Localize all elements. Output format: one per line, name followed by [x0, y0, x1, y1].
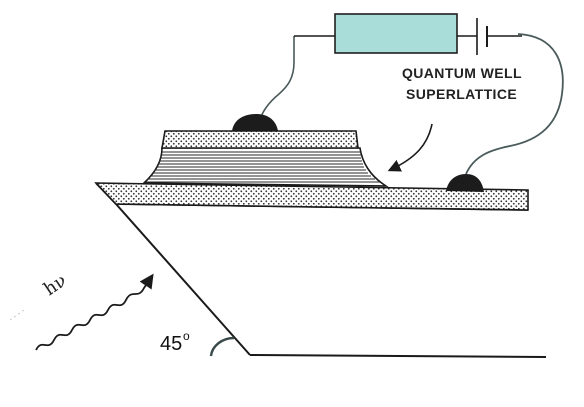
photon-input: hν — [9, 270, 154, 351]
resistor-icon — [334, 13, 458, 54]
device-structure — [94, 114, 547, 358]
label-pointer-arrow — [387, 123, 433, 172]
angle-annotation: 45 o — [160, 329, 235, 357]
left-lead-wire — [257, 36, 295, 125]
structure-label-line2: SUPERLATTICE — [406, 86, 517, 102]
angle-degree-symbol: o — [183, 329, 190, 343]
top-contact-layer — [161, 130, 359, 149]
substrate-prism — [95, 182, 251, 356]
bottom-metal-contact — [446, 174, 484, 192]
angle-arc — [209, 336, 235, 357]
wavy-arrow-icon — [35, 273, 154, 351]
bottom-contact-layer — [94, 182, 529, 211]
angle-value: 45 — [160, 333, 182, 355]
photon-label: hν — [40, 270, 70, 300]
battery-icon — [476, 18, 488, 55]
circuit — [257, 13, 564, 175]
right-lead-wire — [465, 33, 564, 175]
top-metal-contact — [232, 114, 278, 131]
structure-label-line1: QUANTUM WELL — [402, 65, 522, 81]
structure-label: QUANTUM WELL SUPERLATTICE — [387, 65, 522, 172]
substrate-bottom-edge — [249, 354, 547, 358]
superlattice-layers — [146, 151, 380, 183]
scan-artifact — [9, 309, 25, 321]
